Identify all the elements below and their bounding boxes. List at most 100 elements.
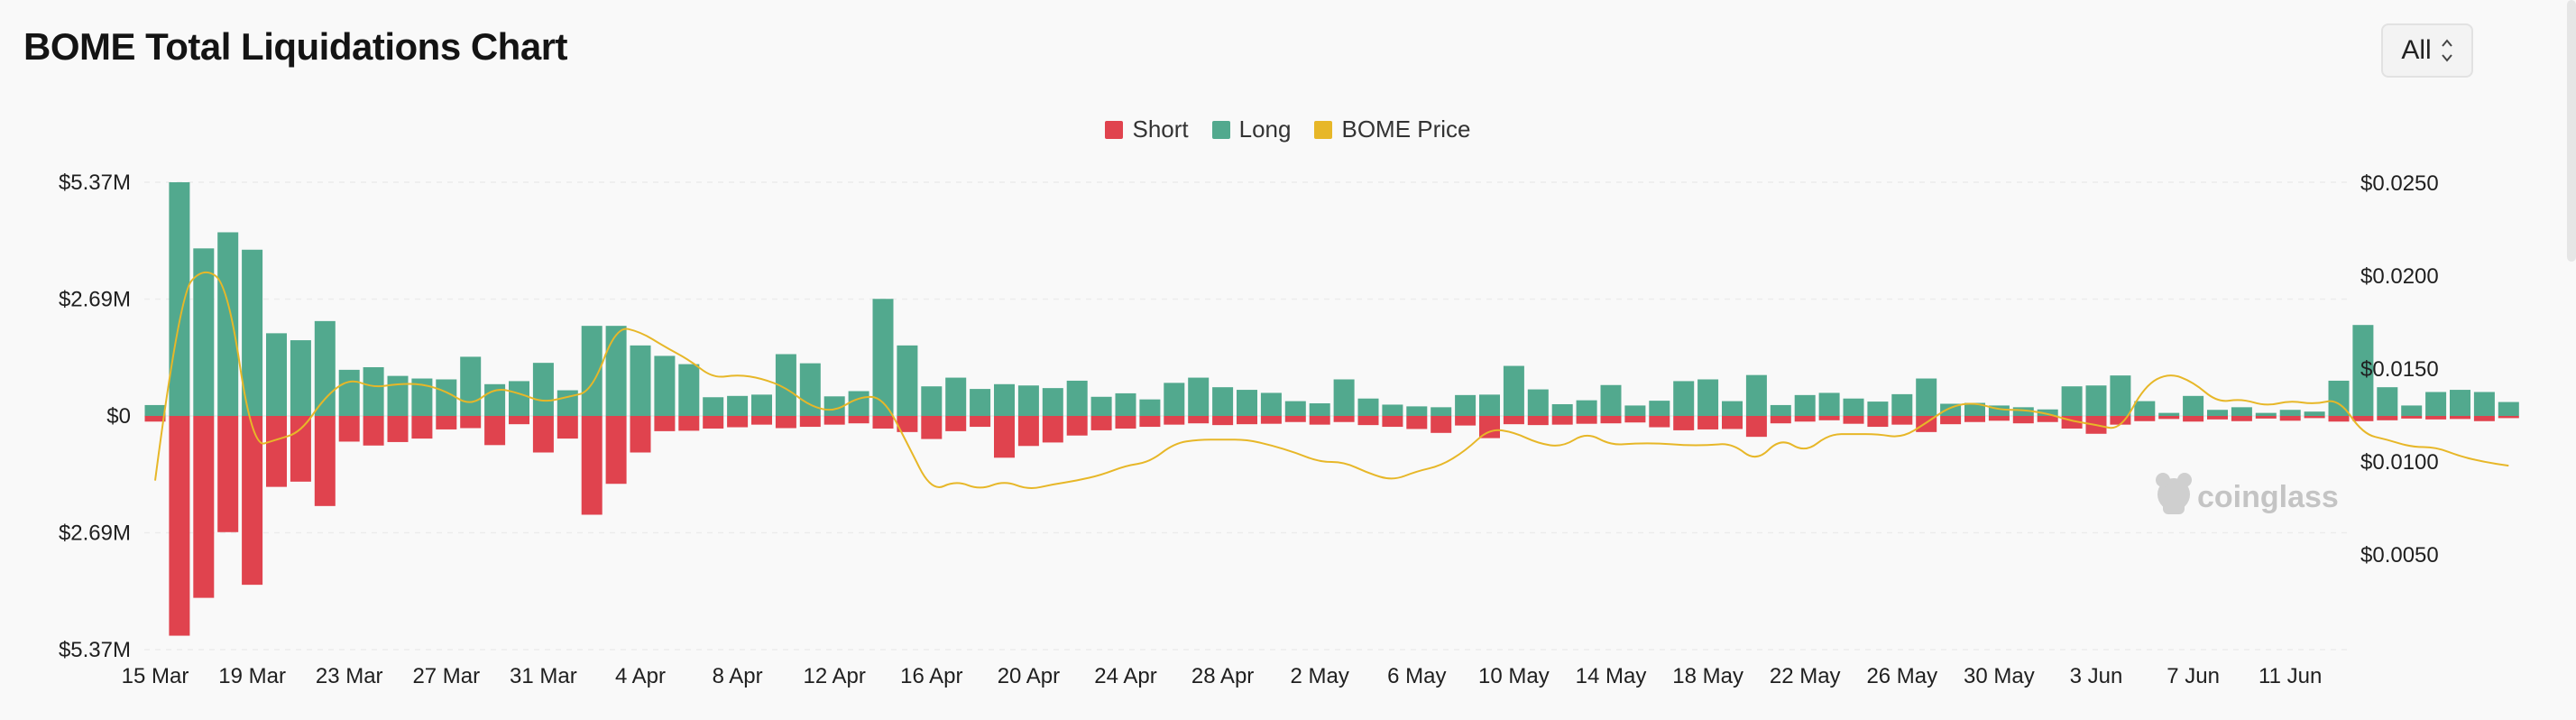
long-bar[interactable] [1333,379,1355,416]
long-bar[interactable] [1503,365,1524,416]
short-bar[interactable] [994,416,1015,458]
long-bar[interactable] [1770,404,1791,416]
short-bar[interactable] [1964,416,1985,422]
short-bar[interactable] [217,416,239,532]
short-bar[interactable] [1649,416,1670,428]
short-bar[interactable] [630,416,651,453]
long-bar[interactable] [1431,407,1452,416]
short-bar[interactable] [1722,416,1743,429]
short-bar[interactable] [1527,416,1549,426]
long-bar[interactable] [678,364,700,416]
long-bar[interactable] [1212,387,1234,416]
short-bar[interactable] [436,416,457,429]
long-bar[interactable] [266,333,287,416]
long-bar[interactable] [242,249,263,416]
long-bar[interactable] [387,375,409,416]
short-bar[interactable] [799,416,821,428]
short-bar[interactable] [1891,416,1913,425]
long-bar[interactable] [1237,390,1257,416]
short-bar[interactable] [1988,416,2010,421]
short-bar[interactable] [2134,416,2156,421]
short-bar[interactable] [1357,416,1379,426]
long-bar[interactable] [532,363,554,416]
short-bar[interactable] [2304,416,2325,419]
long-bar[interactable] [1843,398,1864,416]
short-bar[interactable] [751,416,772,425]
short-bar[interactable] [1479,416,1500,438]
long-bar[interactable] [2377,387,2398,416]
long-bar[interactable] [1164,383,1185,416]
short-bar[interactable] [1260,416,1282,424]
long-bar[interactable] [2037,409,2058,416]
long-bar[interactable] [217,232,239,416]
legend-item-long[interactable]: Long [1211,115,1291,143]
short-bar[interactable] [2231,416,2252,421]
short-bar[interactable] [945,416,967,431]
long-bar[interactable] [1649,401,1670,416]
short-bar[interactable] [2037,416,2058,422]
long-bar[interactable] [2110,375,2131,416]
long-bar[interactable] [1357,398,1379,416]
long-bar[interactable] [945,377,967,416]
short-bar[interactable] [1017,416,1039,447]
short-bar[interactable] [1455,416,1477,426]
long-bar[interactable] [2425,392,2447,416]
short-bar[interactable] [532,416,554,453]
long-bar[interactable] [2183,395,2204,416]
short-bar[interactable] [1406,416,1428,429]
long-bar[interactable] [872,299,894,416]
long-bar[interactable] [1916,378,1937,416]
long-bar[interactable] [2158,412,2180,416]
long-bar[interactable] [823,396,845,416]
short-bar[interactable] [2012,416,2034,424]
long-bar[interactable] [848,391,869,416]
short-bar[interactable] [1309,416,1330,425]
long-bar[interactable] [193,248,215,416]
long-bar[interactable] [1722,401,1743,416]
long-bar[interactable] [1260,392,1282,416]
short-bar[interactable] [1940,416,1962,425]
short-bar[interactable] [2207,416,2228,420]
short-bar[interactable] [1697,416,1719,429]
short-bar[interactable] [363,416,384,446]
short-bar[interactable] [970,416,991,428]
short-bar[interactable] [1867,416,1889,428]
long-bar[interactable] [799,363,821,416]
long-bar[interactable] [605,326,627,416]
short-bar[interactable] [921,416,943,439]
short-bar[interactable] [1624,416,1646,423]
long-bar[interactable] [1794,394,1816,416]
short-bar[interactable] [1139,416,1161,428]
long-bar[interactable] [1042,388,1063,416]
short-bar[interactable] [1333,416,1355,422]
short-bar[interactable] [703,416,724,429]
long-bar[interactable] [2304,411,2325,416]
long-bar[interactable] [2401,405,2423,416]
short-bar[interactable] [2183,416,2204,422]
long-bar[interactable] [751,394,772,416]
long-bar[interactable] [509,381,529,416]
long-bar[interactable] [1479,394,1500,416]
short-bar[interactable] [1382,416,1403,428]
short-bar[interactable] [872,416,894,429]
short-bar[interactable] [387,416,409,442]
short-bar[interactable] [2473,416,2495,421]
short-bar[interactable] [727,416,749,428]
long-bar[interactable] [1964,402,1985,416]
short-bar[interactable] [2401,416,2423,419]
long-bar[interactable] [2473,392,2495,416]
long-bar[interactable] [994,383,1015,416]
short-bar[interactable] [1066,416,1088,436]
legend-item-price[interactable]: BOME Price [1314,115,1471,143]
short-bar[interactable] [2328,416,2350,422]
short-bar[interactable] [290,416,311,482]
legend-item-short[interactable]: Short [1105,115,1189,143]
short-bar[interactable] [605,416,627,485]
short-bar[interactable] [1794,416,1816,422]
short-bar[interactable] [581,416,603,515]
short-bar[interactable] [1284,416,1306,422]
short-bar[interactable] [678,416,700,431]
short-bar[interactable] [1673,416,1695,430]
short-bar[interactable] [1576,416,1597,424]
short-bar[interactable] [1818,416,1840,420]
